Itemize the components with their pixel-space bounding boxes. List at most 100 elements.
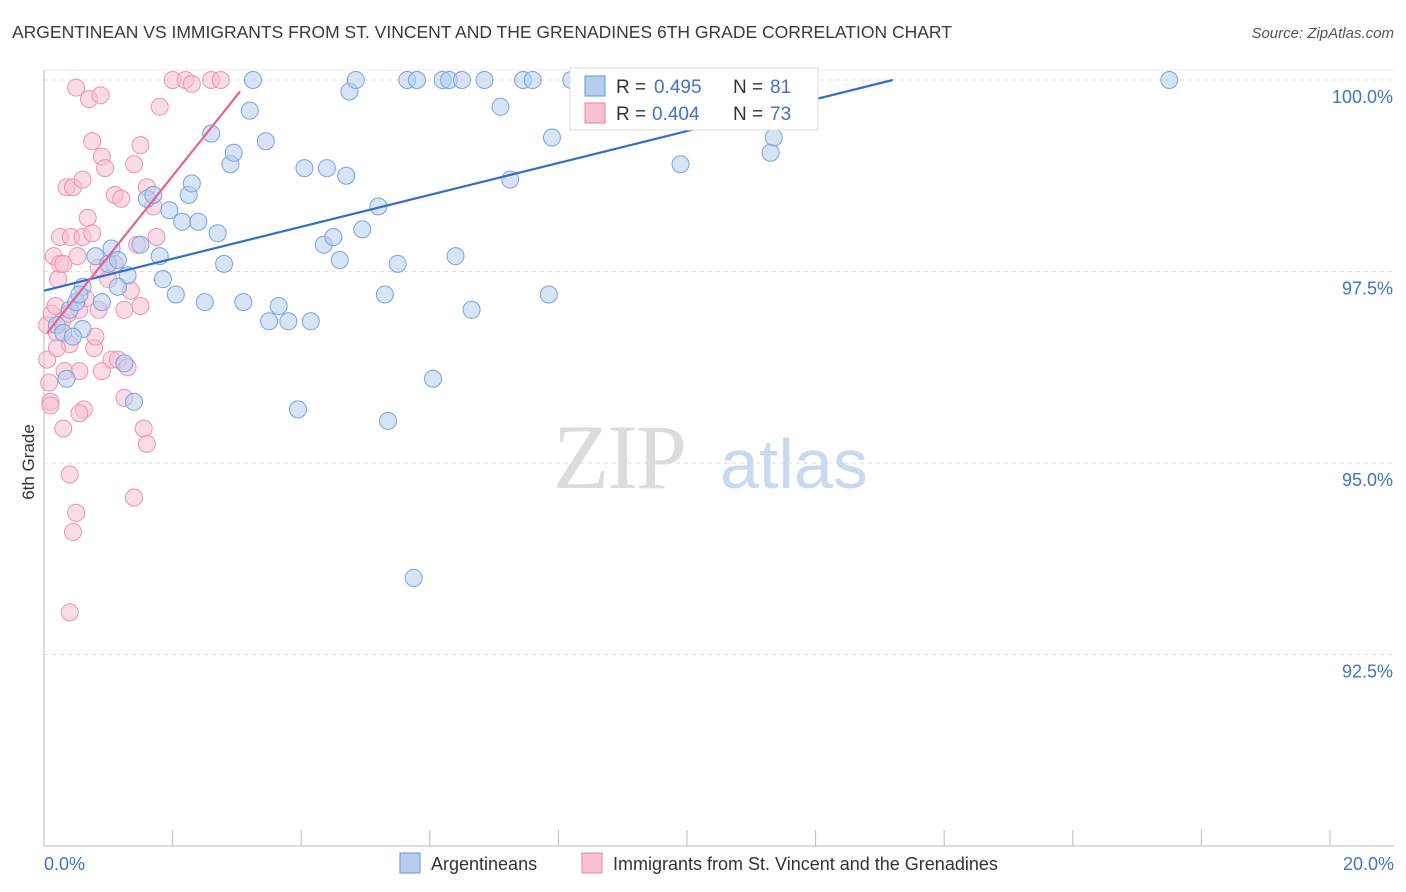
watermark-atlas: atlas <box>720 425 868 503</box>
scatter-point-immigrants <box>68 247 87 266</box>
scatter-point-immigrants <box>125 155 144 174</box>
scatter-point-argentineans <box>317 159 336 178</box>
scatter-point-immigrants <box>41 396 60 415</box>
scatter-point-argentineans <box>462 300 481 319</box>
legend-r-label-pink: R = <box>616 104 646 125</box>
scatter-point-argentineans <box>761 143 780 162</box>
scatter-point-argentineans <box>671 155 690 174</box>
scatter-point-argentineans <box>446 247 465 266</box>
scatter-point-argentineans <box>379 411 398 430</box>
scatter-point-argentineans <box>269 296 288 315</box>
scatter-point-argentineans <box>153 270 172 289</box>
scatter-point-argentineans <box>57 369 76 388</box>
scatter-point-argentineans <box>115 354 134 373</box>
scatter-point-immigrants <box>96 159 115 178</box>
scatter-point-argentineans <box>301 312 320 331</box>
scatter-point-immigrants <box>67 503 86 522</box>
scatter-point-argentineans <box>166 285 185 304</box>
x-tick-marks <box>43 830 1331 846</box>
scatter-point-immigrants <box>112 189 131 208</box>
legend-r-label-blue: R = <box>616 77 646 98</box>
scatter-point-immigrants <box>182 74 201 93</box>
scatter-point-argentineans <box>1160 71 1179 89</box>
scatter-point-immigrants <box>70 404 89 423</box>
scatter-point-immigrants <box>63 522 82 541</box>
scatter-point-immigrants <box>131 136 150 155</box>
y-tick-label: 92.5% <box>1342 662 1393 682</box>
scatter-point-argentineans <box>324 228 343 247</box>
scatter-point-immigrants <box>54 254 73 273</box>
x-tick-label-min: 0.0% <box>44 854 85 874</box>
scatter-point-immigrants <box>147 228 166 247</box>
scatter-point-immigrants <box>83 224 102 243</box>
scatter-point-argentineans <box>764 128 783 147</box>
scatter-point-immigrants <box>73 170 92 189</box>
scatter-point-argentineans <box>539 285 558 304</box>
scatter-point-argentineans <box>92 293 111 312</box>
scatter-point-argentineans <box>424 369 443 388</box>
legend-r-value-blue: 0.495 <box>654 77 702 98</box>
scatter-point-argentineans <box>131 235 150 254</box>
bottom-legend-label-immigrants: Immigrants from St. Vincent and the Gren… <box>613 854 998 874</box>
source-credit: Source: ZipAtlas.com <box>1251 25 1394 42</box>
legend-r-value-pink: 0.404 <box>652 104 700 125</box>
stats-legend-box <box>569 67 819 131</box>
scatter-point-immigrants <box>78 208 97 227</box>
scatter-point-argentineans <box>523 71 542 89</box>
bottom-legend-swatch-argentineans <box>399 852 421 874</box>
scatter-point-argentineans <box>189 212 208 231</box>
scatter-point-immigrants <box>150 97 169 116</box>
scatter-point-immigrants <box>211 71 230 89</box>
scatter-point-argentineans <box>452 71 471 89</box>
scatter-point-argentineans <box>346 71 365 89</box>
scatter-point-argentineans <box>224 143 243 162</box>
scatter-point-immigrants <box>125 488 144 507</box>
y-tick-labels: 92.5% 95.0% 97.5% 100.0% <box>1332 87 1393 682</box>
scatter-point-argentineans <box>215 254 234 273</box>
stats-legend: R = 0.495 N = 81 R = 0.404 N = 73 <box>569 67 819 131</box>
scatter-point-argentineans <box>475 71 494 89</box>
scatter-point-argentineans <box>234 293 253 312</box>
watermark: ZIP atlas <box>553 406 868 508</box>
scatter-point-argentineans <box>63 327 82 346</box>
scatter-point-argentineans <box>279 312 298 331</box>
scatter-point-argentineans <box>108 251 127 270</box>
scatter-point-argentineans <box>388 254 407 273</box>
scatter-point-argentineans <box>375 285 394 304</box>
scatter-point-argentineans <box>295 159 314 178</box>
scatter-point-argentineans <box>160 201 179 220</box>
scatter-point-argentineans <box>337 166 356 185</box>
scatter-point-argentineans <box>288 400 307 419</box>
bottom-legend-swatch-immigrants <box>581 852 603 874</box>
legend-n-value-blue: 81 <box>770 77 791 98</box>
scatter-point-immigrants <box>92 362 111 381</box>
scatter-point-argentineans <box>353 220 372 239</box>
scatter-point-immigrants <box>40 373 59 392</box>
scatter-point-argentineans <box>491 97 510 116</box>
scatter-point-immigrants <box>134 419 153 438</box>
scatter-point-immigrants <box>115 300 134 319</box>
scatter-point-argentineans <box>256 132 275 151</box>
watermark-zip: ZIP <box>553 406 685 508</box>
scatter-point-argentineans <box>208 224 227 243</box>
chart-title: ARGENTINEAN VS IMMIGRANTS FROM ST. VINCE… <box>12 22 952 42</box>
scatter-point-argentineans <box>144 185 163 204</box>
scatter-point-immigrants <box>137 434 156 453</box>
legend-n-value-pink: 73 <box>770 104 791 125</box>
y-axis-label: 6th Grade <box>19 424 38 500</box>
scatter-point-argentineans <box>243 71 262 89</box>
y-tick-label: 97.5% <box>1342 279 1393 299</box>
scatter-point-argentineans <box>240 101 259 120</box>
scatter-point-argentineans <box>542 128 561 147</box>
legend-swatch-pink <box>584 102 606 124</box>
scatter-point-argentineans <box>202 124 221 143</box>
scatter-point-immigrants <box>54 419 73 438</box>
scatter-point-argentineans <box>330 251 349 270</box>
y-tick-label: 95.0% <box>1342 470 1393 490</box>
legend-n-label-pink: N = <box>733 104 763 125</box>
series-immigrants-points <box>38 71 230 622</box>
scatter-point-immigrants <box>60 465 79 484</box>
bottom-legend: Argentineans Immigrants from St. Vincent… <box>399 852 998 874</box>
scatter-point-immigrants <box>91 86 110 105</box>
